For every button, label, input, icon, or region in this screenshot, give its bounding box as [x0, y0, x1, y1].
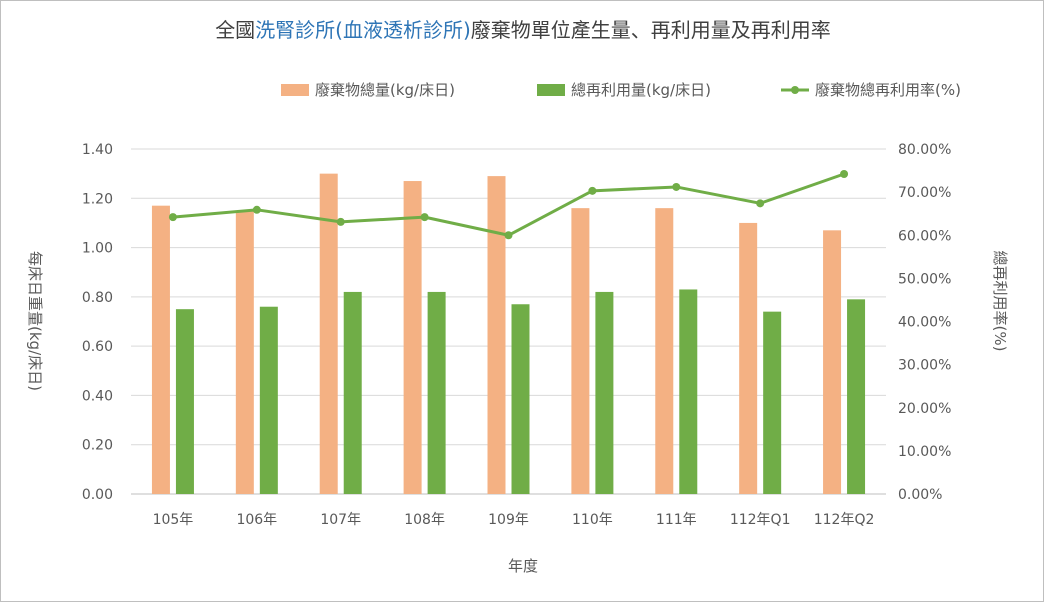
y-axis-ticks: 0.00 0.20 0.40 0.60 0.80 1.00 1.20 1.40 — [82, 142, 113, 503]
rate-point — [756, 199, 765, 208]
legend-label-rate: 廢棄物總再利用率(%) — [815, 81, 961, 99]
y2-tick-label: 20.00% — [898, 401, 951, 417]
y2-tick-label: 80.00% — [898, 142, 951, 158]
bar-total — [403, 181, 422, 495]
x-axis-label: 年度 — [508, 557, 538, 575]
legend-label-reuse: 總再利用量(kg/床日) — [571, 81, 711, 99]
y2-tick-label: 50.00% — [898, 271, 951, 287]
x-tick-label: 108年 — [404, 512, 445, 528]
rate-point — [840, 170, 849, 179]
bar-reuse — [679, 289, 698, 494]
x-tick-label: 111年 — [656, 512, 697, 528]
x-axis-ticks: 105年 106年 107年 108年 109年 110年 111年 112年Q1 112年Q2 — [153, 512, 875, 528]
bars — [151, 173, 866, 495]
bar-total — [571, 208, 590, 494]
bar-reuse — [175, 309, 194, 494]
bar-total — [655, 208, 674, 494]
bar-reuse — [343, 291, 362, 494]
x-tick-label: 106年 — [236, 512, 277, 528]
rate-point — [504, 231, 513, 240]
bar-reuse — [259, 306, 278, 494]
y-tick-label: 0.60 — [82, 339, 113, 355]
bar-total — [319, 173, 338, 494]
bar-reuse — [511, 304, 530, 494]
y2-tick-label: 0.00% — [898, 487, 942, 503]
y-tick-label: 0.00 — [82, 487, 113, 503]
y2-tick-label: 10.00% — [898, 444, 951, 460]
y-tick-label: 1.00 — [82, 241, 113, 257]
chart-title: 全國洗腎診所(血液透析診所)廢棄物單位產生量、再利用量及再利用率 — [215, 18, 831, 42]
x-tick-label: 110年 — [572, 512, 613, 528]
y-tick-label: 1.20 — [82, 191, 113, 207]
chart-title-part-3: 廢棄物單位產生量、再利用量及再利用率 — [471, 18, 831, 42]
y-tick-label: 0.20 — [82, 438, 113, 454]
bar-reuse — [763, 311, 782, 494]
bar-reuse — [427, 291, 446, 494]
rate-point — [420, 213, 429, 222]
bar-reuse — [595, 291, 614, 494]
y-tick-label: 0.40 — [82, 388, 113, 404]
rate-line — [168, 170, 849, 240]
y2-tick-label: 60.00% — [898, 228, 951, 244]
rate-point — [168, 213, 177, 222]
x-tick-label: 112年Q2 — [814, 512, 875, 528]
y2-axis-label: 總再利用率(%) — [991, 251, 1009, 352]
chart-title-part-2: 洗腎診所(血液透析診所) — [255, 18, 471, 42]
legend-label-total: 廢棄物總量(kg/床日) — [315, 81, 455, 99]
y-tick-label: 0.80 — [82, 290, 113, 306]
x-tick-label: 105年 — [153, 512, 194, 528]
bar-total — [823, 230, 842, 495]
bar-total — [151, 205, 170, 494]
x-tick-label: 112年Q1 — [730, 512, 791, 528]
y2-tick-label: 30.00% — [898, 358, 951, 374]
rate-point — [252, 205, 261, 214]
legend: 廢棄物總量(kg/床日) 總再利用量(kg/床日) 廢棄物總再利用率(%) — [281, 81, 961, 99]
y-tick-label: 1.40 — [82, 142, 113, 158]
y2-axis-ticks: 0.00% 10.00% 20.00% 30.00% 40.00% 50.00% 60.00… — [898, 142, 951, 503]
rate-point — [336, 217, 345, 226]
rate-point — [588, 186, 597, 195]
bar-total — [739, 222, 758, 494]
rate-point — [672, 182, 681, 191]
bar-total — [487, 176, 506, 494]
legend-swatch-total — [281, 84, 309, 96]
y2-tick-label: 70.00% — [898, 185, 951, 201]
gridlines — [131, 148, 886, 495]
y-axis-label: 每床日重量(kg/床日) — [26, 251, 44, 391]
bar-total — [235, 210, 254, 494]
bar-reuse — [847, 299, 866, 494]
legend-marker-rate — [791, 86, 799, 94]
x-tick-label: 109年 — [488, 512, 529, 528]
legend-swatch-reuse — [537, 84, 565, 96]
y2-tick-label: 40.00% — [898, 315, 951, 331]
chart-title-part-1: 全國 — [215, 18, 255, 42]
x-tick-label: 107年 — [320, 512, 361, 528]
